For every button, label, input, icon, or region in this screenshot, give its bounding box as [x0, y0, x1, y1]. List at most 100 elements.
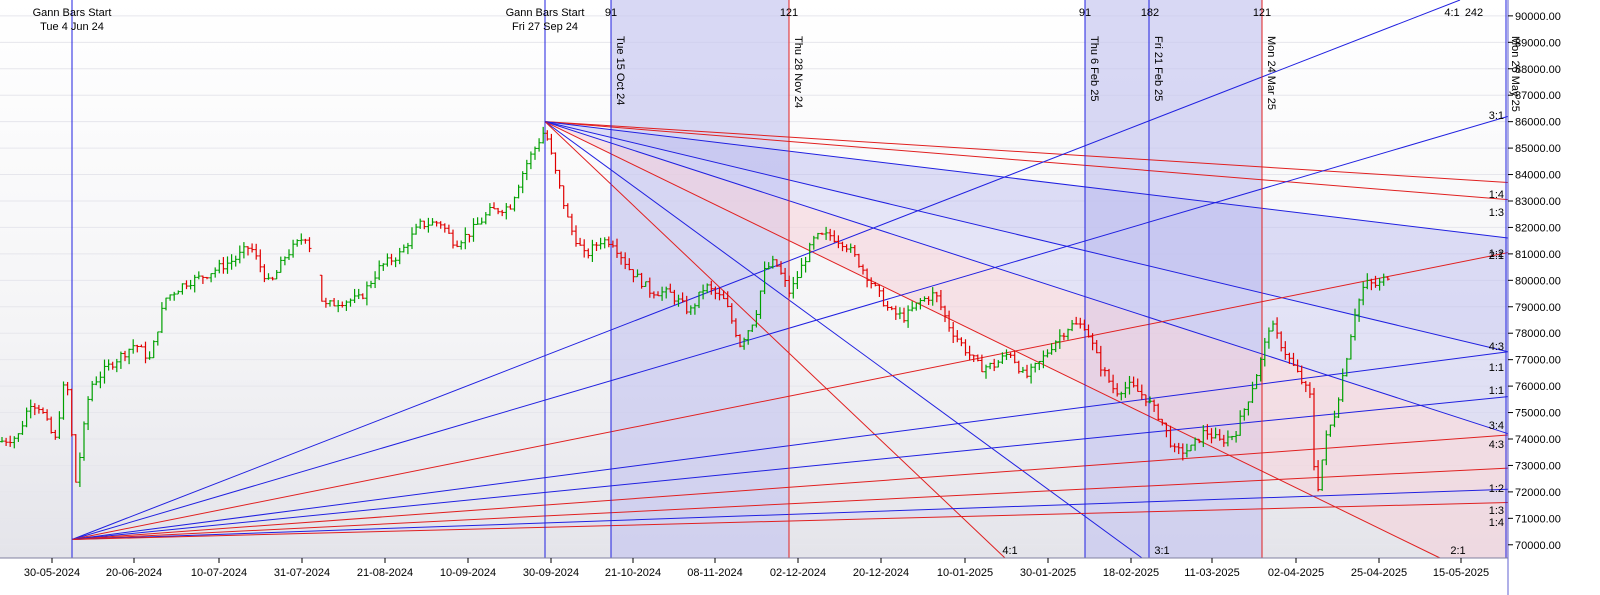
date-tick-label: 02-04-2025 [1268, 567, 1324, 579]
price-bar [561, 185, 566, 209]
price-bar [98, 371, 103, 389]
fan-line-1-1-top [544, 121, 1509, 353]
date-tick-label: 02-12-2024 [770, 567, 826, 579]
price-bar [1184, 443, 1189, 458]
price-bar [1127, 375, 1132, 395]
price-bar [1361, 281, 1366, 306]
price-bar [770, 255, 775, 269]
price-bar [221, 257, 226, 274]
price-bar [1037, 360, 1042, 371]
price-bar [348, 298, 353, 307]
price-bar [610, 240, 615, 248]
price-bar [139, 344, 144, 348]
price-bar [516, 184, 521, 199]
price-bar [533, 146, 537, 160]
price-bar [278, 256, 283, 273]
price-bar [90, 380, 95, 402]
price-bar [1082, 319, 1087, 331]
price-bar [840, 241, 845, 252]
price-bar [266, 273, 271, 280]
price-bar [889, 306, 894, 311]
price-bar [1119, 391, 1124, 401]
price-bar [233, 255, 238, 267]
price-bar [475, 217, 480, 225]
price-bar [229, 254, 234, 270]
price-tick-label: 87000.00 [1515, 90, 1561, 102]
count-label: 91 [605, 7, 617, 19]
fan-label-top: 4:1 [1444, 7, 1459, 19]
price-bar [405, 242, 410, 255]
price-bar [1061, 332, 1066, 341]
vertical-marker-label: Mon 24 Mar 25 [1265, 36, 1277, 110]
fan-label-right: 4:3 [1489, 439, 1504, 451]
price-bar [151, 340, 156, 359]
price-bar [1246, 401, 1251, 416]
price-bar [487, 203, 492, 216]
price-bar [791, 276, 796, 299]
price-bar [16, 433, 21, 442]
price-bar [164, 297, 168, 311]
price-bar [664, 286, 669, 299]
price-bar [1057, 329, 1062, 349]
price-bar [155, 331, 160, 346]
price-bar [918, 298, 923, 310]
price-bar [319, 274, 324, 302]
price-bar [1234, 431, 1239, 443]
price-bar [1156, 403, 1161, 421]
price-bar [356, 288, 361, 300]
price-bar [754, 310, 759, 328]
price-bar [783, 267, 788, 287]
price-bar [262, 264, 267, 283]
vertical-marker-label: Tue 15 Oct 24 [614, 36, 626, 105]
price-bar [504, 203, 509, 220]
price-bar [1102, 367, 1107, 377]
price-tick-label: 76000.00 [1515, 381, 1561, 393]
price-bar [865, 268, 870, 288]
price-bar [1348, 334, 1353, 360]
price-bar [774, 259, 779, 267]
price-bar [258, 249, 263, 273]
price-bar [877, 284, 882, 297]
price-bar [590, 239, 595, 262]
price-bar [1385, 276, 1390, 281]
price-bar [446, 224, 451, 234]
gann-start-date: Fri 27 Sep 24 [512, 21, 578, 33]
price-bar [631, 269, 636, 283]
price-bar [803, 256, 808, 273]
price-bar [885, 300, 890, 311]
price-bar [250, 243, 255, 253]
price-bar [467, 233, 472, 243]
price-bar [123, 350, 127, 362]
vertical-marker-label: Fri 21 Feb 25 [1152, 36, 1164, 101]
price-bar [106, 359, 111, 371]
price-bar [1152, 399, 1157, 412]
price-bar [397, 247, 402, 265]
price-bar [1369, 278, 1374, 291]
price-bar [241, 242, 246, 259]
price-bar [1209, 428, 1214, 444]
price-bar [410, 227, 414, 250]
price-bar [1332, 410, 1337, 428]
price-bar [53, 429, 58, 440]
fan-label-right: 1:2 [1489, 483, 1504, 495]
price-bar [1287, 352, 1292, 365]
price-bar [627, 258, 632, 271]
fan-label-bottom: 3:1 [1154, 545, 1169, 557]
price-bar [943, 305, 947, 323]
price-bar [1344, 357, 1349, 377]
price-bar [639, 272, 644, 289]
price-bar [188, 279, 193, 290]
fan-label-right: 1:1 [1489, 362, 1504, 374]
price-bar [934, 291, 939, 303]
fan-zone-red [545, 121, 1508, 558]
price-bar [45, 409, 50, 421]
fan-line-3-1-up [71, 115, 1509, 540]
count-label: 242 [1465, 7, 1483, 19]
gann-start-title: Gann Bars Start [33, 7, 112, 19]
price-bar [172, 291, 177, 301]
price-bar [680, 292, 685, 303]
price-bar [389, 253, 394, 266]
fan-label-right: 1:2 [1489, 248, 1504, 260]
price-bar [430, 218, 435, 226]
price-bar [295, 239, 300, 247]
